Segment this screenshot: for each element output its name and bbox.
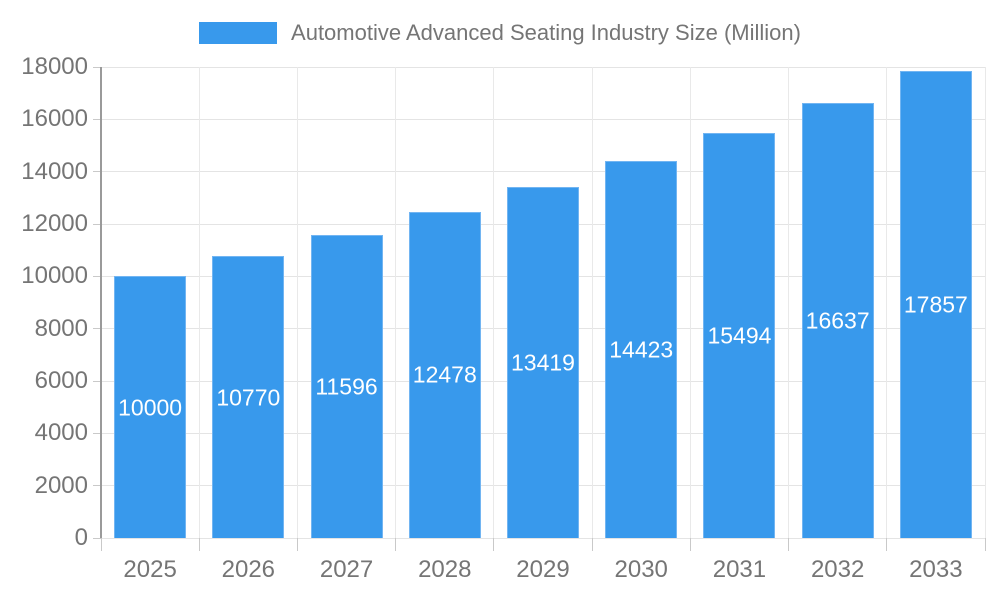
- x-axis-tick: [296, 538, 298, 551]
- y-axis-tick: [93, 118, 101, 120]
- legend-label[interactable]: Automotive Advanced Seating Industry Siz…: [291, 20, 801, 45]
- y-axis-label: 8000: [34, 314, 88, 342]
- x-axis-label: 2026: [221, 556, 276, 583]
- x-axis-tick: [198, 538, 200, 551]
- x-gridline: [493, 67, 495, 538]
- bar-2025[interactable]: 10000: [114, 276, 187, 538]
- plot-area: 10000 10770 11596 12478 13419 14423 15494 16637…: [93, 66, 986, 551]
- bar-2027[interactable]: 11596: [310, 234, 383, 538]
- x-axis-label: 2025: [123, 556, 177, 583]
- y-axis-label: 14000: [21, 157, 88, 185]
- y-axis-tick: [93, 485, 101, 487]
- y-axis-label: 16000: [21, 105, 88, 133]
- y-axis-label: 2000: [34, 471, 88, 499]
- x-axis-tick: [100, 538, 102, 551]
- bar-2032[interactable]: 16637: [801, 102, 874, 538]
- bar-value-label: 13419: [511, 349, 575, 376]
- bar-2031[interactable]: 15494: [703, 132, 776, 538]
- y-axis-label: 10000: [21, 262, 88, 290]
- x-axis-tick: [886, 538, 888, 551]
- bar-value-label: 16637: [805, 307, 870, 334]
- y-axis-tick: [93, 66, 101, 68]
- x-axis-tick: [689, 538, 691, 551]
- y-axis-tick: [93, 328, 101, 330]
- bar-2030[interactable]: 14423: [605, 160, 678, 538]
- y-axis-tick: [93, 380, 101, 382]
- y-gridline: [101, 171, 985, 173]
- x-gridline: [984, 67, 986, 538]
- x-axis-tick: [591, 538, 593, 551]
- y-axis-tick: [93, 223, 101, 225]
- x-axis-label: 2031: [712, 556, 767, 583]
- bar-value-label: 10000: [118, 394, 183, 421]
- x-gridline: [591, 67, 593, 538]
- y-axis-tick: [93, 537, 101, 539]
- x-axis-label: 2030: [614, 556, 668, 583]
- legend-item[interactable]: Automotive Advanced Seating Industry Siz…: [0, 20, 1000, 46]
- y-axis-label: 12000: [21, 210, 88, 237]
- legend-swatch[interactable]: [199, 22, 278, 44]
- bar-value-label: 10770: [216, 384, 281, 411]
- bar-value-label: 12478: [412, 361, 477, 388]
- x-axis-label: 2027: [319, 556, 374, 583]
- x-gridline: [395, 67, 397, 538]
- y-gridline: [101, 66, 985, 68]
- bar-value-label: 17857: [903, 291, 968, 318]
- y-axis-tick: [93, 171, 101, 173]
- x-axis-label: 2032: [810, 556, 865, 583]
- y-axis-label: 6000: [34, 367, 88, 394]
- bar-2033[interactable]: 17857: [899, 70, 972, 538]
- y-axis-line: [100, 67, 102, 538]
- bar-value-label: 15494: [707, 322, 772, 349]
- y-axis-tick: [93, 275, 101, 277]
- x-axis-tick: [395, 538, 397, 551]
- y-axis-label: 4000: [34, 419, 88, 447]
- y-axis-tick: [93, 432, 101, 434]
- bar-2026[interactable]: 10770: [212, 256, 285, 538]
- x-axis-label: 2029: [516, 556, 570, 583]
- x-gridline: [198, 67, 200, 538]
- bar-value-label: 14423: [609, 336, 674, 363]
- y-axis-label: 18000: [21, 53, 88, 80]
- y-axis-label: 0: [74, 524, 88, 551]
- y-gridline: [101, 118, 985, 120]
- bar-2028[interactable]: 12478: [408, 211, 481, 538]
- bar-value-label: 11596: [315, 373, 378, 400]
- bar-2029[interactable]: 13419: [507, 186, 579, 538]
- y-gridline: [101, 537, 985, 539]
- x-axis-tick: [984, 538, 986, 551]
- x-axis-tick: [493, 538, 495, 551]
- x-axis-label: 2033: [909, 556, 963, 583]
- x-gridline: [886, 67, 888, 538]
- x-gridline: [788, 67, 790, 538]
- x-gridline: [296, 67, 298, 538]
- x-axis-tick: [788, 538, 790, 551]
- x-gridline: [689, 67, 691, 538]
- x-axis-label: 2028: [418, 556, 472, 583]
